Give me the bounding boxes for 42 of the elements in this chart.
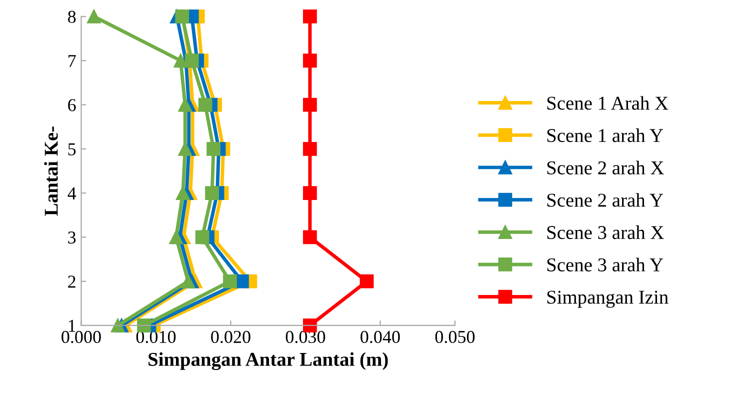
point [110, 318, 125, 332]
x-tick-label: 0.030 [286, 330, 326, 344]
legend-label: Scene 2 arah X [547, 160, 664, 174]
legend-label: Scene 1 Arah X [547, 96, 668, 110]
point [303, 98, 317, 112]
y-axis-title: Lantai Ke- [44, 126, 58, 216]
legend-label: Scene 3 arah Y [547, 258, 664, 272]
point [303, 230, 317, 244]
y-tick-label: 3 [68, 232, 76, 244]
point [303, 186, 317, 200]
x-tick-label: 0.040 [360, 330, 400, 344]
legend-label: Scene 1 arah Y [547, 128, 664, 142]
y-tick-label: 7 [68, 55, 76, 67]
legend-label: Simpangan Izin [547, 290, 668, 308]
y-tick-label: 6 [68, 99, 76, 112]
y-tick-label: 1 [68, 320, 76, 332]
y-tick-label: 8 [68, 10, 76, 23]
point [223, 274, 237, 288]
point [303, 10, 317, 24]
point [206, 142, 220, 156]
point [86, 10, 101, 24]
point [198, 98, 212, 112]
y-tick-label: 2 [68, 276, 76, 288]
point [195, 230, 210, 244]
x-tick-label: 0.020 [211, 330, 250, 344]
y-tick-label: 4 [68, 187, 76, 200]
y-tick-label: 5 [68, 143, 76, 156]
legend-label: Scene 2 arah Y [547, 193, 664, 207]
x-tick-label: 0.000 [62, 330, 101, 344]
point [169, 230, 184, 244]
point [360, 274, 374, 288]
point [181, 274, 196, 288]
point [205, 186, 219, 200]
point [303, 54, 317, 68]
x-tick-label: 0.050 [435, 330, 475, 344]
legend-label: Scene 3 arah X [547, 225, 664, 240]
point [174, 54, 188, 68]
point [303, 142, 317, 156]
point [176, 186, 190, 200]
point [184, 54, 199, 68]
x-axis-title: Simpangan Antar Lantai (m) [148, 352, 388, 370]
point [178, 98, 192, 112]
